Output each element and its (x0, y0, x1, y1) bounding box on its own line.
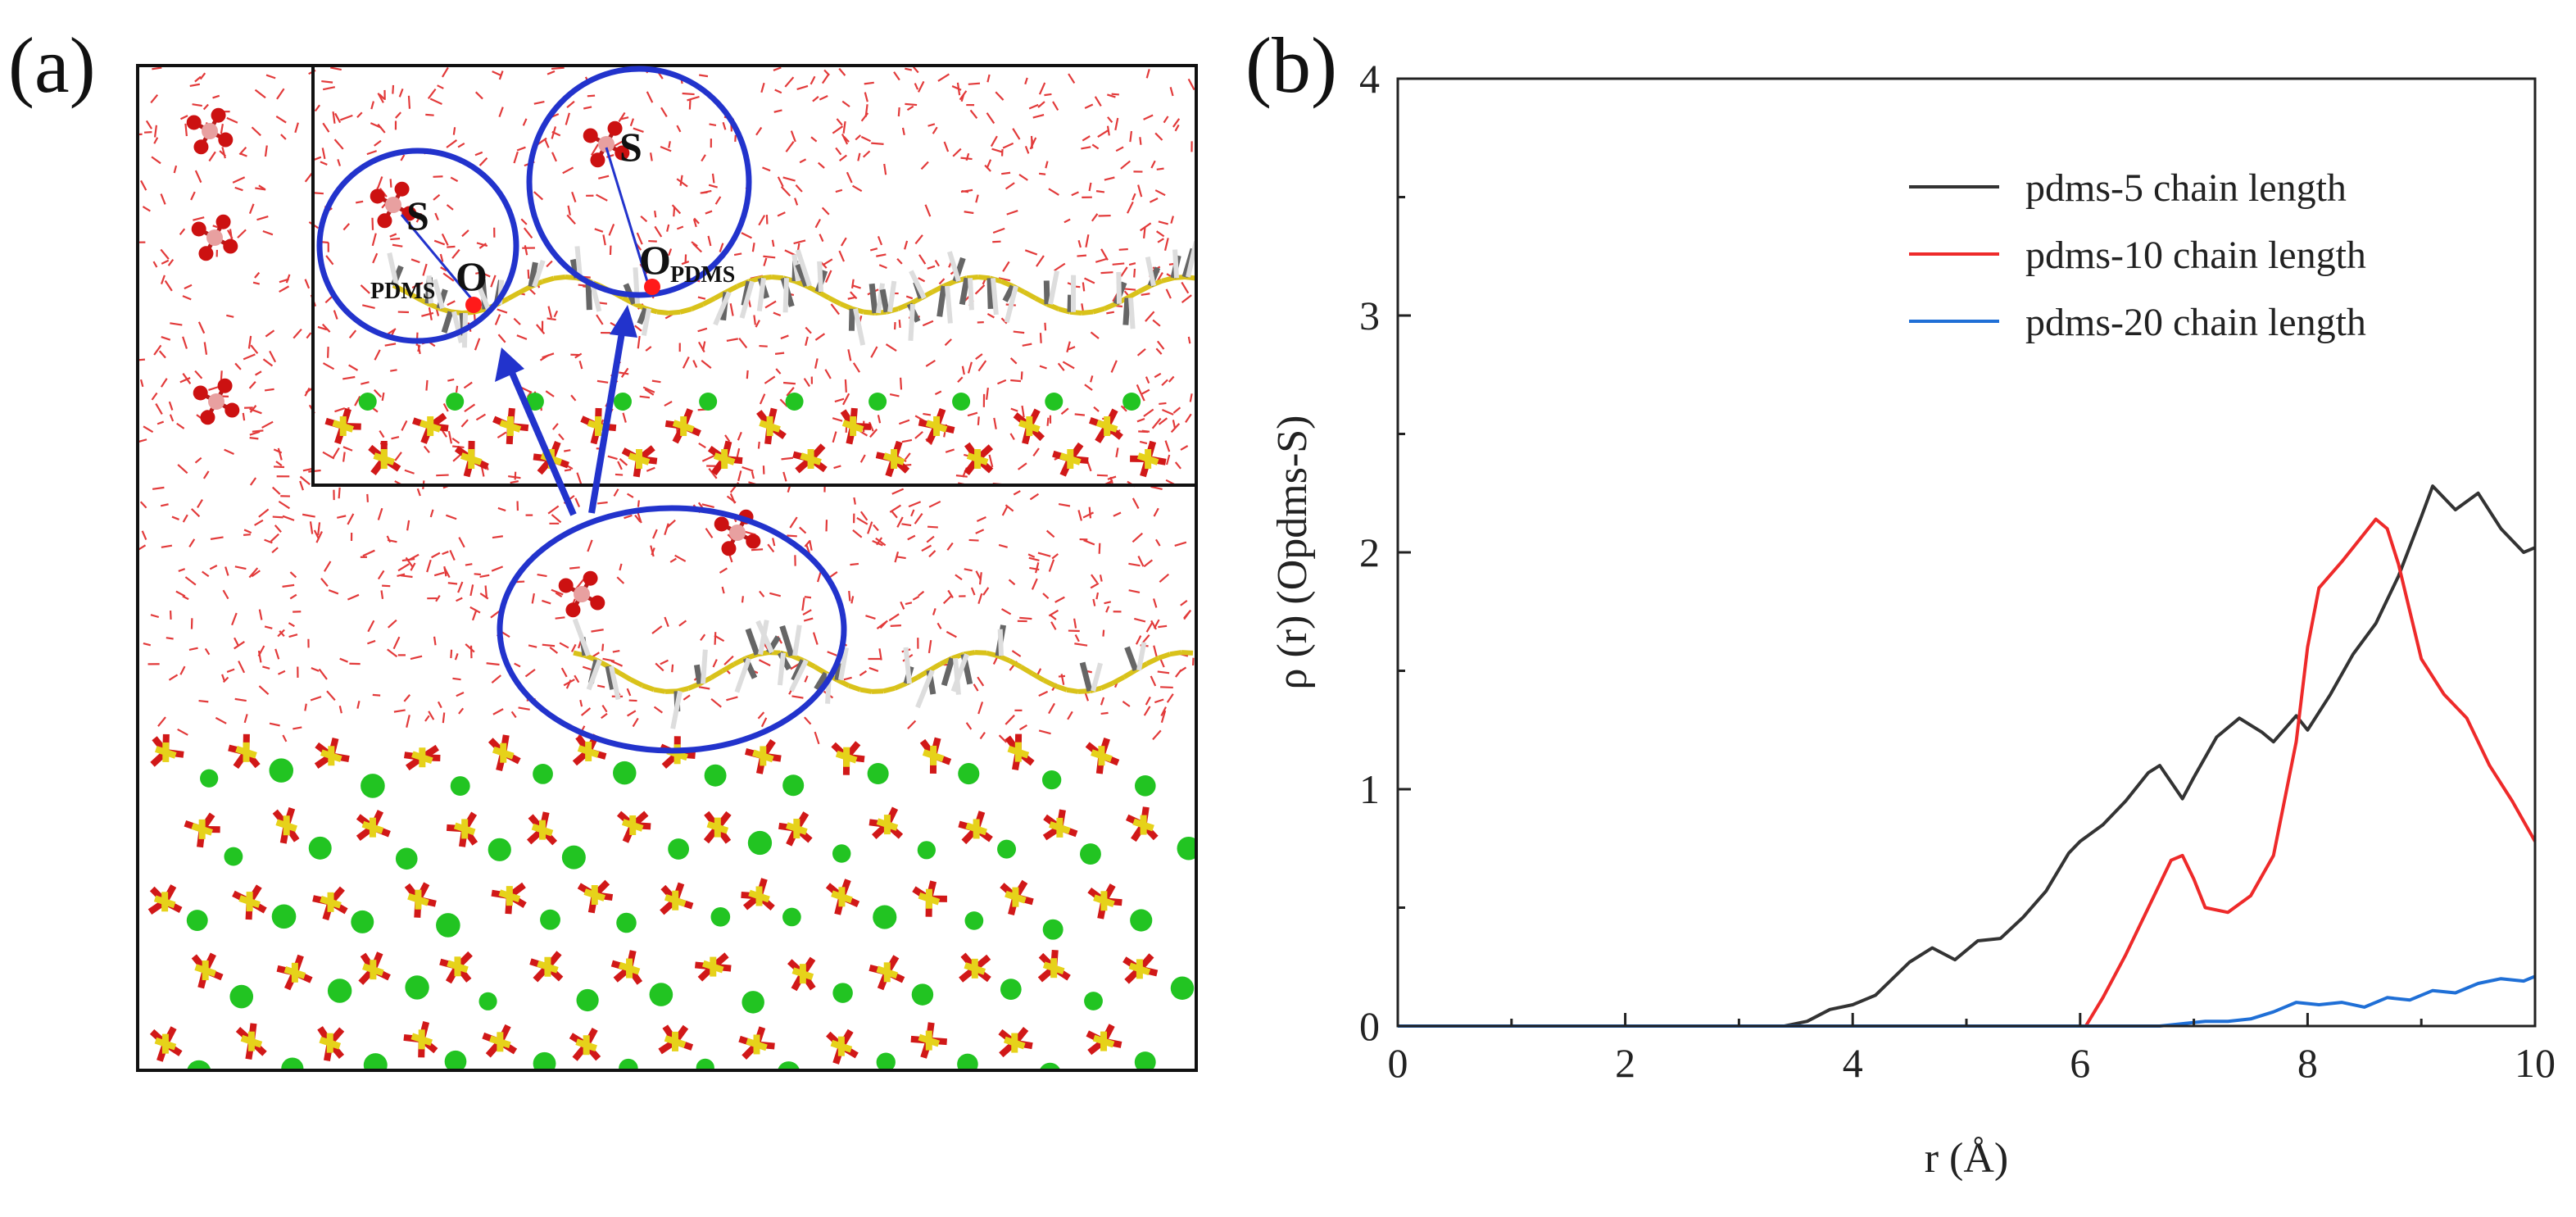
rdf-chart: 0 2 4 6 8 10 0 1 2 3 4 r (Å) ρ (r) (Opdms-S) pdms-5 c… (1269, 56, 2556, 1182)
panel-a-label: (a) (8, 21, 96, 109)
legend: pdms-5 chain length pdms-10 chain length p… (1909, 166, 2366, 344)
pdms-oxygen-atom-left (465, 297, 482, 313)
series-line-1 (1398, 484, 2536, 1028)
x-tick-label: 6 (2070, 1040, 2090, 1086)
x-tick-label: 2 (1615, 1040, 1635, 1086)
arrow-to-left-circle (506, 366, 577, 516)
gypsum-surface (147, 393, 1196, 1070)
sulfur-label-right: S (619, 124, 642, 170)
plot-area (1398, 79, 2535, 1026)
snapshot-panel: S S O PDMS O PDMS (136, 64, 1198, 1072)
oxygen-label-right: O (639, 237, 671, 283)
oxygen-label-left: O (456, 253, 488, 299)
x-tick-label: 0 (1388, 1040, 1408, 1086)
legend-label-1: pdms-5 chain length (2025, 166, 2347, 210)
pdms-subscript-right: PDMS (670, 262, 735, 288)
water-molecules (138, 66, 1195, 745)
y-axis-label: ρ (r) (Opdms-S) (1269, 415, 1316, 689)
panel-b-label: (b) (1245, 21, 1337, 109)
y-tick-label: 3 (1359, 293, 1380, 338)
arrow-to-right-circle (588, 327, 626, 514)
arrow-head-left (495, 347, 524, 382)
y-tick-label: 4 (1359, 56, 1380, 102)
zoom-inset-frame (311, 64, 1198, 487)
y-tick-label: 2 (1359, 529, 1380, 575)
legend-label-2: pdms-10 chain length (2025, 234, 2366, 277)
y-tick-label: 0 (1359, 1003, 1380, 1049)
series-line-3 (1398, 974, 2536, 1028)
x-tick-label: 4 (1843, 1040, 1863, 1086)
free-sulfate-ions (186, 107, 761, 618)
x-tick-label: 8 (2297, 1040, 2318, 1086)
pdms-subscript-left: PDMS (370, 279, 435, 304)
pdms-oxygen-atom-right (644, 279, 660, 295)
x-tick-label: 10 (2515, 1040, 2556, 1086)
distance-line-left (400, 214, 477, 304)
series-line-2 (1398, 517, 2537, 1028)
highlight-circle-bottom (497, 505, 847, 754)
distance-line-right (605, 147, 651, 288)
y-tick-label: 1 (1359, 766, 1380, 812)
legend-label-3: pdms-20 chain length (2025, 301, 2366, 344)
highlight-circle-right (526, 66, 752, 298)
sulfur-label-left: S (406, 193, 429, 238)
highlight-circle-left (316, 148, 519, 344)
arrow-head-right (610, 305, 637, 338)
x-axis-label: r (Å) (1925, 1135, 2009, 1182)
